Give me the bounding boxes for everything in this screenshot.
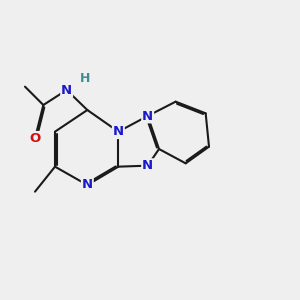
Text: N: N xyxy=(61,83,72,97)
Text: N: N xyxy=(142,159,153,172)
Text: N: N xyxy=(82,178,93,191)
Text: H: H xyxy=(80,72,90,85)
Text: N: N xyxy=(142,110,153,122)
Text: O: O xyxy=(29,132,40,145)
Text: N: N xyxy=(113,125,124,138)
